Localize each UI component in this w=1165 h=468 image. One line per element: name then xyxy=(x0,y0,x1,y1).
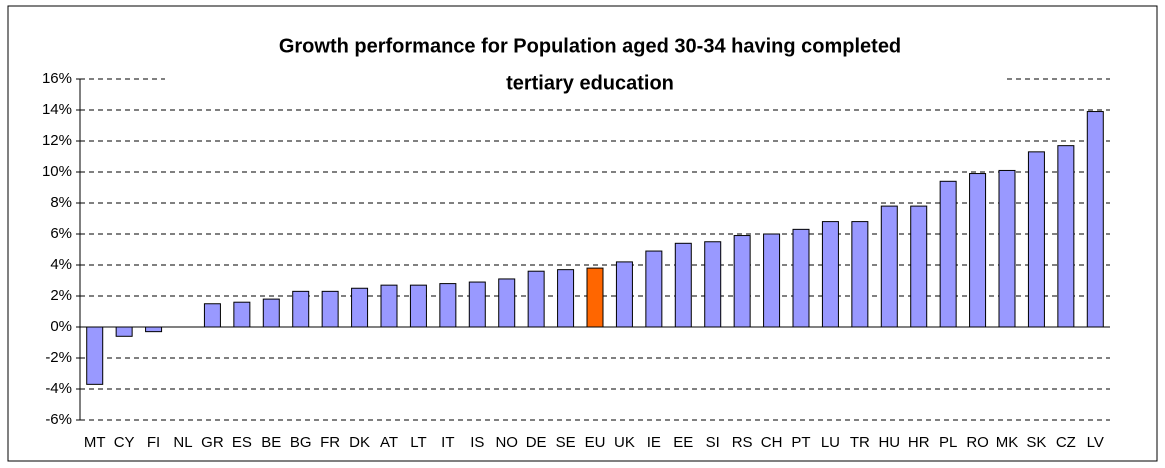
x-tick-label: HR xyxy=(908,434,930,451)
x-tick-label: IE xyxy=(647,434,661,451)
bar xyxy=(203,303,221,328)
x-tick-label: LT xyxy=(410,434,426,451)
x-tick-label: SK xyxy=(1026,434,1046,451)
x-tick-label: DE xyxy=(526,434,547,451)
x-tick-label: MK xyxy=(996,434,1019,451)
x-tick-label: CY xyxy=(114,434,135,451)
y-tick-label: -6% xyxy=(45,411,72,428)
bar xyxy=(939,180,957,328)
x-tick-label: NL xyxy=(173,434,192,451)
bar xyxy=(821,221,839,328)
x-tick-label: ES xyxy=(232,434,252,451)
x-tick-label: CH xyxy=(761,434,783,451)
bar xyxy=(851,221,869,328)
bar xyxy=(586,267,604,328)
x-tick-label: RO xyxy=(966,434,989,451)
y-tick-label: 16% xyxy=(42,70,72,87)
title-background xyxy=(165,30,1005,98)
x-tick-label: UK xyxy=(614,434,635,451)
bar xyxy=(969,173,987,328)
bar xyxy=(1057,145,1075,328)
x-tick-label: DK xyxy=(349,434,370,451)
x-tick-label: EE xyxy=(673,434,693,451)
y-tick-label: 14% xyxy=(42,101,72,118)
bar xyxy=(468,281,486,328)
x-tick-label: LV xyxy=(1087,434,1104,451)
bar xyxy=(145,326,163,333)
y-tick-label: 2% xyxy=(50,287,72,304)
bar xyxy=(351,287,369,328)
bar xyxy=(763,233,781,328)
bar xyxy=(498,278,516,328)
bar xyxy=(1027,151,1045,328)
x-tick-label: CZ xyxy=(1056,434,1076,451)
y-tick-label: 12% xyxy=(42,132,72,149)
x-tick-label: BG xyxy=(290,434,312,451)
chart-title: tertiary education xyxy=(506,72,674,94)
bar xyxy=(998,169,1016,328)
x-tick-label: EU xyxy=(585,434,606,451)
bar xyxy=(439,283,457,328)
y-tick-label: -4% xyxy=(45,380,72,397)
x-tick-label: AT xyxy=(380,434,398,451)
bar xyxy=(292,290,310,328)
bar xyxy=(86,326,104,385)
y-tick-label: 4% xyxy=(50,256,72,273)
x-tick-label: PT xyxy=(791,434,810,451)
bar xyxy=(409,284,427,328)
y-tick-label: 10% xyxy=(42,163,72,180)
bar xyxy=(380,284,398,328)
x-tick-label: TR xyxy=(850,434,870,451)
bar xyxy=(1086,111,1104,328)
x-tick-label: SE xyxy=(556,434,576,451)
bar xyxy=(645,250,663,328)
x-tick-label: MT xyxy=(84,434,106,451)
x-tick-label: GR xyxy=(201,434,224,451)
x-tick-label: NO xyxy=(495,434,518,451)
y-tick-label: 0% xyxy=(50,318,72,335)
y-tick-label: -2% xyxy=(45,349,72,366)
bar xyxy=(615,261,633,328)
bar xyxy=(704,241,722,328)
x-tick-label: IT xyxy=(441,434,454,451)
y-tick-label: 8% xyxy=(50,194,72,211)
bar xyxy=(115,326,133,337)
x-tick-label: BE xyxy=(261,434,281,451)
x-tick-label: FI xyxy=(147,434,160,451)
bar xyxy=(733,235,751,328)
x-tick-label: HU xyxy=(878,434,900,451)
x-tick-label: SI xyxy=(706,434,720,451)
bar xyxy=(910,205,928,328)
bar xyxy=(674,242,692,328)
x-tick-label: LU xyxy=(821,434,840,451)
x-tick-label: FR xyxy=(320,434,340,451)
x-tick-label: RS xyxy=(732,434,753,451)
x-tick-label: PL xyxy=(939,434,957,451)
bar xyxy=(557,269,575,328)
bar xyxy=(880,205,898,328)
bar xyxy=(233,301,251,328)
bar xyxy=(321,290,339,328)
x-tick-label: IS xyxy=(470,434,484,451)
bar xyxy=(527,270,545,328)
chart-title: Growth performance for Population aged 3… xyxy=(279,35,901,57)
y-tick-label: 6% xyxy=(50,225,72,242)
bar xyxy=(792,228,810,328)
bar xyxy=(262,298,280,328)
